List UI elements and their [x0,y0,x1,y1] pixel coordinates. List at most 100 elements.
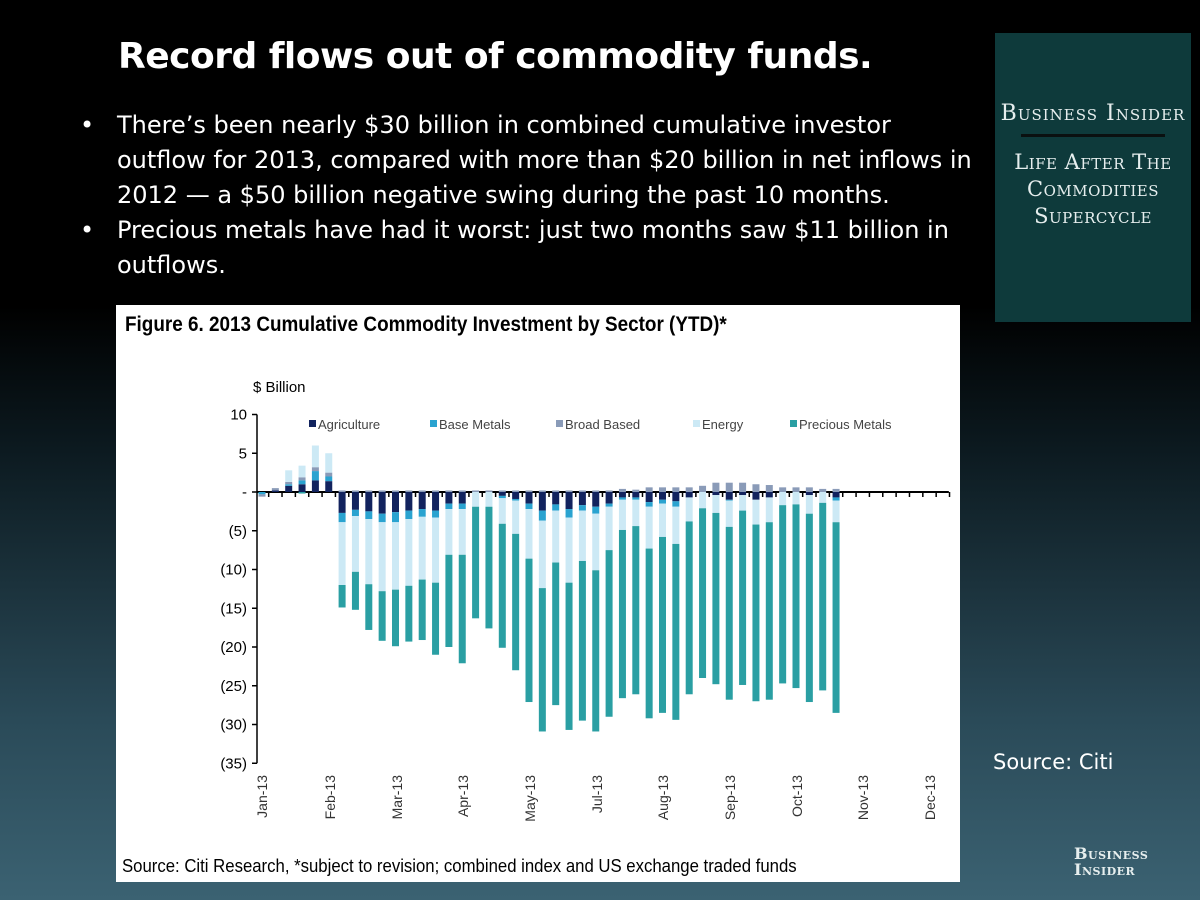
bar-segment-precious-metals [392,589,399,647]
bar-segment-precious-metals [365,584,373,630]
x-tick-label: Jul-13 [589,775,605,813]
slide-title: Record flows out of commodity funds. [118,36,873,77]
x-tick-label: Sep-13 [722,775,738,820]
bar-segment-energy [792,492,800,505]
bar-segment-energy [485,492,493,507]
bar-segment-energy [765,497,773,523]
bar-segment-agriculture [525,492,533,504]
bar-segment-agriculture [325,481,333,492]
bar-segment-precious-metals [445,554,453,647]
bar-segment-energy [659,503,666,537]
bar-segment-energy [592,513,600,571]
bar-segment-base-metals [618,497,626,500]
bar-segment-broad-based [659,487,666,492]
bar-segment-base-metals [645,502,653,507]
y-tick-label: (10) [220,562,247,579]
bar-segment-agriculture [338,492,346,513]
bar-segment-energy [672,506,680,544]
bar-segment-agriculture [618,492,626,498]
bar-segment-base-metals [659,499,666,504]
y-tick-label: 10 [230,407,247,424]
bar-segment-broad-based [298,477,306,481]
bar-segment-agriculture [365,492,373,512]
bar-segment-broad-based [472,490,480,492]
bar-segment-energy [605,506,613,551]
bar-segment-energy [779,492,787,506]
bar-segment-broad-based [819,488,827,492]
bar-segment-broad-based [258,494,266,497]
y-tick-label: - [242,484,247,501]
bar-segment-base-metals [832,497,840,501]
bar-segment-base-metals [298,480,306,485]
bar-segment-precious-metals [779,505,787,684]
chart-title: Figure 6. 2013 Cumulative Commodity Inve… [125,313,727,336]
bar-segment-agriculture [351,492,359,510]
bar-segment-energy [618,499,626,530]
bar-segment-base-metals [592,506,600,514]
x-tick-label: May-13 [522,775,538,822]
bar-segment-broad-based [485,490,493,492]
bar-segment-agriculture [378,492,386,514]
bar-segment-base-metals [445,503,453,510]
bullet-icon: • [80,111,95,139]
x-tick-label: Mar-13 [389,775,405,820]
bar-segment-agriculture [765,492,773,498]
bar-segment-base-metals [725,499,733,501]
legend-label: Broad Based [565,417,640,432]
bar-segment-precious-metals [298,492,306,494]
bar-segment-precious-metals [472,506,480,619]
bar-segment-base-metals [512,498,520,501]
bar-segment-precious-metals [725,526,733,700]
bar-segment-precious-metals [338,585,346,608]
bar-segment-precious-metals [659,536,666,713]
bar-segment-broad-based [779,487,787,492]
bar-segment-broad-based [725,482,733,492]
bar-segment-energy [645,506,653,549]
bar-segment-base-metals [365,511,373,520]
legend-label: Precious Metals [799,417,892,432]
bar-segment-agriculture [458,492,466,504]
bar-segment-base-metals [325,476,333,482]
bar-segment-base-metals [498,495,506,499]
bar-segment-broad-based [618,488,626,492]
bullet-item: • There’s been nearly $30 billion in comb… [80,108,980,213]
bar-segment-broad-based [605,490,613,492]
bar-segment-agriculture [592,492,600,507]
bar-segment-energy [458,509,466,555]
bar-segment-broad-based [325,472,333,477]
bar-segment-base-metals [565,509,573,518]
bar-segment-base-metals [338,512,346,523]
bar-segment-agriculture [271,490,279,492]
y-tick-label: (30) [220,717,247,734]
panel-brand: Business Insider [1000,101,1186,126]
bullet-icon: • [80,216,95,244]
bar-segment-agriculture [752,492,760,500]
y-tick-label: 5 [239,445,247,462]
bar-segment-broad-based [565,490,573,492]
x-tick-label: Nov-13 [855,775,871,820]
bar-segment-broad-based [458,490,466,492]
bar-segment-broad-based [739,482,747,492]
chart-image: Figure 6. 2013 Cumulative Commodity Inve… [116,305,960,882]
bar-segment-broad-based [672,487,680,492]
bar-segment-precious-metals [632,526,640,695]
panel-series-title: Life After The Commodities Supercycle [1014,150,1172,228]
bar-segment-precious-metals [405,585,413,642]
bar-segment-agriculture [739,492,747,496]
bar-segment-energy [378,522,386,592]
bar-segment-precious-metals [432,582,440,655]
legend-swatch [790,420,797,427]
bar-segment-precious-metals [685,521,693,695]
bar-segment-precious-metals [819,502,827,691]
x-tick-label: Apr-13 [455,775,471,817]
bar-segment-precious-metals [552,562,560,706]
bar-segment-broad-based [832,488,840,492]
bullet-item: • Precious metals have had it worst: just… [80,213,980,283]
chart-plot: $ Billion 10 5 - (5) (10) (15) (20) (25) (30) (35)… [220,379,951,822]
bar-segment-broad-based [498,490,506,492]
y-tick-label: (20) [220,639,247,656]
bar-segment-broad-based [405,490,413,492]
bar-segment-precious-metals [418,579,426,641]
bar-segment-precious-metals [525,558,533,703]
bar-segment-broad-based [512,490,520,492]
